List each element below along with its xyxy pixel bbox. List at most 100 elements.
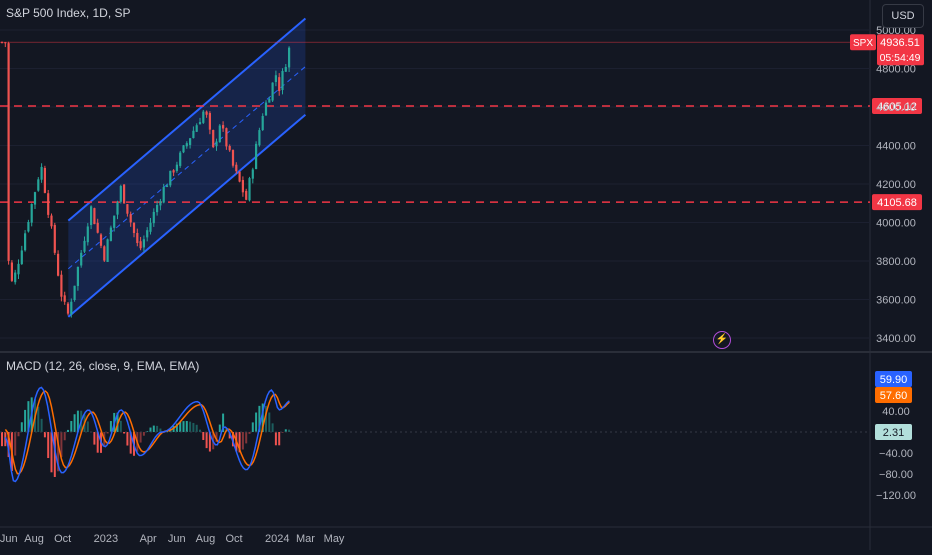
histogram-bar bbox=[123, 432, 126, 434]
candle-body bbox=[238, 171, 241, 182]
time-tick-label: Oct bbox=[54, 533, 71, 545]
histogram-bar bbox=[126, 432, 129, 446]
macd-value-badge-text: 59.90 bbox=[880, 374, 908, 386]
candle-body bbox=[103, 246, 106, 261]
time-tick-label: Jun bbox=[168, 533, 186, 545]
histogram-bar bbox=[109, 421, 112, 432]
macd-tick-label: −120.00 bbox=[876, 490, 916, 502]
histogram-bar bbox=[70, 421, 73, 432]
histogram-bar bbox=[208, 432, 211, 452]
histogram-bar bbox=[265, 405, 267, 432]
candle-body bbox=[208, 113, 211, 130]
candle-body bbox=[192, 130, 195, 139]
candle-body bbox=[93, 208, 96, 225]
candle-body bbox=[119, 185, 122, 202]
histogram-bar bbox=[37, 406, 40, 432]
candle-body bbox=[225, 128, 228, 147]
signal-value-badge-text: 57.60 bbox=[880, 390, 908, 402]
candle-body bbox=[126, 204, 129, 214]
candle-body bbox=[113, 215, 116, 228]
histogram-bar bbox=[119, 420, 122, 432]
histogram-bar bbox=[47, 432, 50, 459]
candle-body bbox=[123, 184, 126, 204]
candle-body bbox=[66, 303, 70, 314]
histogram-bar bbox=[261, 403, 264, 432]
candle-body bbox=[268, 98, 271, 103]
histogram-bar bbox=[251, 422, 254, 432]
candle-body bbox=[149, 222, 152, 232]
currency-button[interactable]: USD bbox=[882, 4, 924, 28]
histogram-bar bbox=[248, 432, 251, 434]
histogram-bar bbox=[238, 432, 241, 453]
histogram-bar bbox=[258, 405, 261, 432]
histogram-bar bbox=[1, 432, 3, 447]
price-tick-label: 5000.00 bbox=[876, 25, 916, 37]
candle-body bbox=[40, 166, 43, 180]
price-tick-label: 4400.00 bbox=[876, 141, 916, 153]
symbol-title[interactable]: S&P 500 Index, 1D, SP bbox=[6, 6, 131, 20]
histogram-bar bbox=[185, 421, 188, 432]
histogram-bar bbox=[106, 432, 109, 434]
histogram-value-badge-text: 2.31 bbox=[883, 427, 904, 439]
histogram-bar bbox=[199, 429, 201, 432]
histogram-bar bbox=[96, 432, 99, 453]
price-tick-label: 4800.00 bbox=[876, 64, 916, 76]
histogram-value-badge bbox=[875, 424, 912, 440]
candle-body bbox=[172, 170, 175, 173]
histogram-bar bbox=[205, 432, 208, 449]
time-tick-label: Jun bbox=[0, 533, 18, 545]
candle-body bbox=[57, 253, 60, 276]
histogram-bar bbox=[232, 432, 234, 447]
histogram-bar bbox=[274, 432, 277, 446]
candle-body bbox=[264, 102, 268, 116]
candle-body bbox=[248, 178, 251, 201]
histogram-bar bbox=[50, 432, 53, 473]
histogram-bar bbox=[195, 424, 198, 432]
histogram-bar bbox=[7, 432, 10, 458]
candle-body bbox=[10, 262, 13, 281]
candle-body bbox=[212, 129, 215, 148]
lightning-icon[interactable]: ⚡ bbox=[713, 331, 731, 349]
candle-body bbox=[261, 116, 264, 130]
level-price-text: 4605.12 bbox=[877, 101, 917, 113]
histogram-bar bbox=[14, 432, 17, 456]
histogram-bar bbox=[67, 429, 69, 432]
candle-body bbox=[222, 125, 225, 129]
last-price-badge bbox=[877, 34, 924, 66]
histogram-bar bbox=[268, 412, 271, 432]
price-tick-label: 3800.00 bbox=[876, 256, 916, 268]
candle-body bbox=[195, 125, 198, 132]
candle-body bbox=[231, 150, 235, 166]
histogram-bar bbox=[27, 401, 30, 432]
time-tick-label: Aug bbox=[196, 533, 216, 545]
candle-body bbox=[179, 152, 182, 166]
histogram-bar bbox=[129, 432, 132, 454]
macd-title[interactable]: MACD (12, 26, close, 9, EMA, EMA) bbox=[6, 359, 200, 373]
histogram-bar bbox=[215, 432, 218, 443]
candle-body bbox=[83, 240, 86, 252]
histogram-bar bbox=[24, 409, 27, 432]
histogram-bar bbox=[146, 431, 149, 433]
candle-body bbox=[152, 211, 155, 224]
candle-body bbox=[162, 187, 165, 203]
channel-middle-line bbox=[67, 66, 306, 270]
candle-body bbox=[215, 141, 218, 147]
histogram-bar bbox=[142, 432, 145, 436]
candle-body bbox=[235, 164, 238, 172]
candle-body bbox=[7, 43, 10, 261]
candle-body bbox=[109, 227, 112, 241]
candle-body bbox=[43, 167, 46, 193]
candle-body bbox=[17, 263, 20, 275]
candle-body bbox=[146, 230, 149, 238]
histogram-bar bbox=[63, 432, 66, 441]
histogram-bar bbox=[40, 418, 43, 432]
candle-body bbox=[20, 250, 23, 265]
candle-body bbox=[86, 226, 89, 243]
histogram-bar bbox=[241, 432, 244, 450]
time-tick-label: May bbox=[324, 533, 345, 545]
candle-body bbox=[80, 252, 83, 266]
price-tick-label: 4000.00 bbox=[876, 218, 916, 230]
histogram-bar bbox=[281, 432, 284, 433]
